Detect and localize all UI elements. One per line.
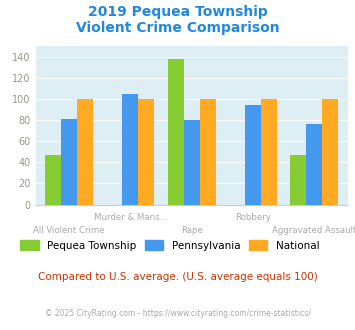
Text: Rape: Rape — [181, 226, 203, 235]
Text: 2019 Pequea Township: 2019 Pequea Township — [88, 5, 267, 19]
Bar — [45, 155, 61, 205]
Bar — [77, 99, 93, 205]
Bar — [245, 105, 261, 205]
Bar — [261, 99, 277, 205]
Bar — [290, 155, 306, 205]
Bar — [306, 124, 322, 205]
Legend: Pequea Township, Pennsylvania, National: Pequea Township, Pennsylvania, National — [16, 236, 324, 255]
Text: Robbery: Robbery — [235, 213, 271, 222]
Text: Compared to U.S. average. (U.S. average equals 100): Compared to U.S. average. (U.S. average … — [38, 272, 317, 282]
Text: Murder & Mans...: Murder & Mans... — [94, 213, 167, 222]
Bar — [138, 99, 154, 205]
Bar — [200, 99, 215, 205]
Bar — [322, 99, 338, 205]
Text: All Violent Crime: All Violent Crime — [33, 226, 105, 235]
Text: © 2025 CityRating.com - https://www.cityrating.com/crime-statistics/: © 2025 CityRating.com - https://www.city… — [45, 309, 310, 318]
Bar — [122, 94, 138, 205]
Bar — [168, 59, 184, 205]
Bar — [61, 119, 77, 205]
Text: Aggravated Assault: Aggravated Assault — [272, 226, 355, 235]
Bar — [184, 120, 200, 205]
Text: Violent Crime Comparison: Violent Crime Comparison — [76, 21, 279, 35]
